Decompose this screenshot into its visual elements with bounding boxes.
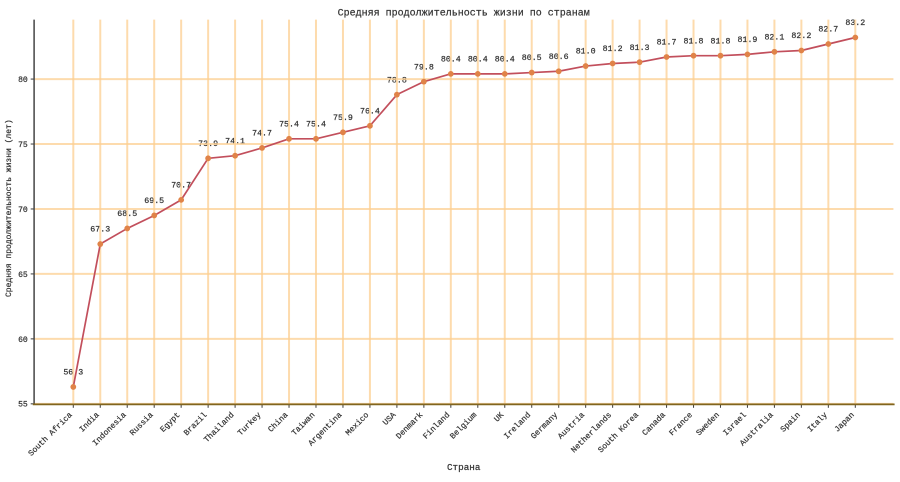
svg-text:Средняя продолжительность жизн: Средняя продолжительность жизни (лет) — [5, 119, 14, 297]
svg-text:80: 80 — [18, 76, 28, 85]
svg-text:70: 70 — [18, 206, 28, 215]
svg-text:Средняя продолжительность жизн: Средняя продолжительность жизни по стран… — [338, 8, 590, 19]
svg-text:65: 65 — [18, 271, 28, 280]
svg-text:60: 60 — [18, 336, 28, 345]
svg-text:55: 55 — [18, 401, 28, 410]
svg-text:Страна: Страна — [447, 462, 481, 473]
svg-text:75: 75 — [18, 141, 28, 150]
